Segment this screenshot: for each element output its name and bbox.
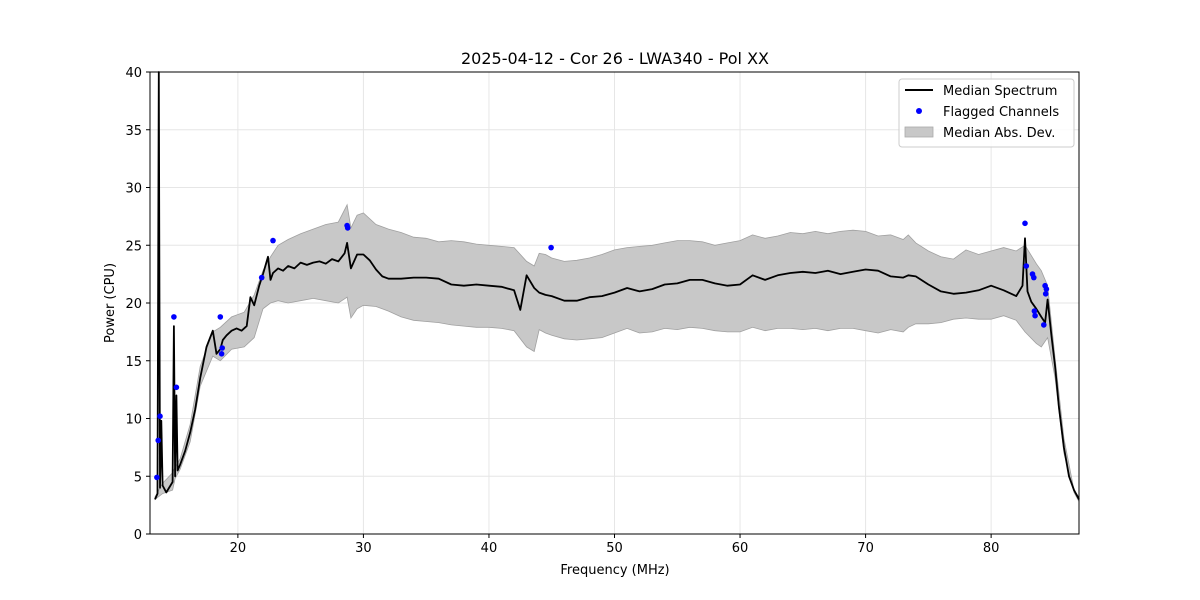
flagged-channel-point [344, 225, 351, 231]
flagged-channel-point [173, 384, 180, 391]
flagged-channel-point [155, 437, 161, 444]
legend-median-label: Median Spectrum [943, 84, 1057, 99]
flagged-channel-point [270, 237, 276, 244]
x-tick-label: 40 [481, 541, 498, 556]
flagged-channel-point [217, 314, 224, 320]
chart-title: 2025-04-12 - Cor 26 - LWA340 - Pol XX [461, 49, 769, 68]
x-tick-label: 30 [355, 541, 372, 556]
legend-flagged-label: Flagged Channels [943, 105, 1059, 120]
flagged-channel-point [1022, 220, 1028, 227]
y-tick-label: 35 [125, 124, 142, 139]
flagged-channel-point [219, 345, 225, 351]
flagged-channel-point [157, 413, 163, 420]
flagged-channel-point [548, 244, 554, 251]
flagged-channel-point [1031, 274, 1037, 281]
flagged-channel-point [154, 474, 160, 481]
x-tick-label: 70 [857, 541, 874, 556]
legend-point-swatch [916, 108, 922, 114]
legend-mad-label: Median Abs. Dev. [943, 126, 1055, 141]
tick-layer: 20 30 40 50 60 70 80 0 5 10 15 20 25 30 35 40 [125, 66, 999, 556]
flagged-points-layer [154, 220, 1050, 481]
y-tick-label: 25 [125, 239, 142, 254]
flagged-channel-point [1041, 322, 1047, 328]
x-tick-label: 60 [732, 541, 749, 556]
x-axis-label: Frequency (MHz) [560, 563, 669, 578]
y-tick-label: 40 [125, 66, 142, 81]
flagged-channel-point [258, 274, 265, 281]
flagged-channel-point [1031, 308, 1038, 314]
x-tick-label: 80 [983, 541, 1000, 556]
y-tick-label: 15 [125, 355, 142, 370]
legend-box [898, 78, 1075, 148]
flagged-channel-point [1032, 312, 1038, 319]
x-tick-label: 50 [606, 541, 623, 556]
y-axis-label: Power (CPU) [103, 263, 118, 343]
legend: Median Spectrum Flagged Channels Median … [898, 78, 1075, 148]
flagged-channel-point [171, 314, 177, 320]
flagged-channel-point [1043, 286, 1050, 292]
y-tick-label: 20 [125, 297, 142, 312]
flagged-channel-point [218, 351, 225, 357]
y-tick-label: 5 [134, 470, 142, 485]
x-tick-label: 20 [230, 541, 247, 556]
flagged-channel-point [1042, 291, 1049, 297]
y-tick-label: 10 [125, 413, 142, 428]
legend-band-swatch [904, 126, 934, 138]
flagged-channel-point [1023, 263, 1030, 269]
y-tick-label: 0 [134, 528, 142, 543]
y-tick-label: 30 [125, 182, 142, 197]
